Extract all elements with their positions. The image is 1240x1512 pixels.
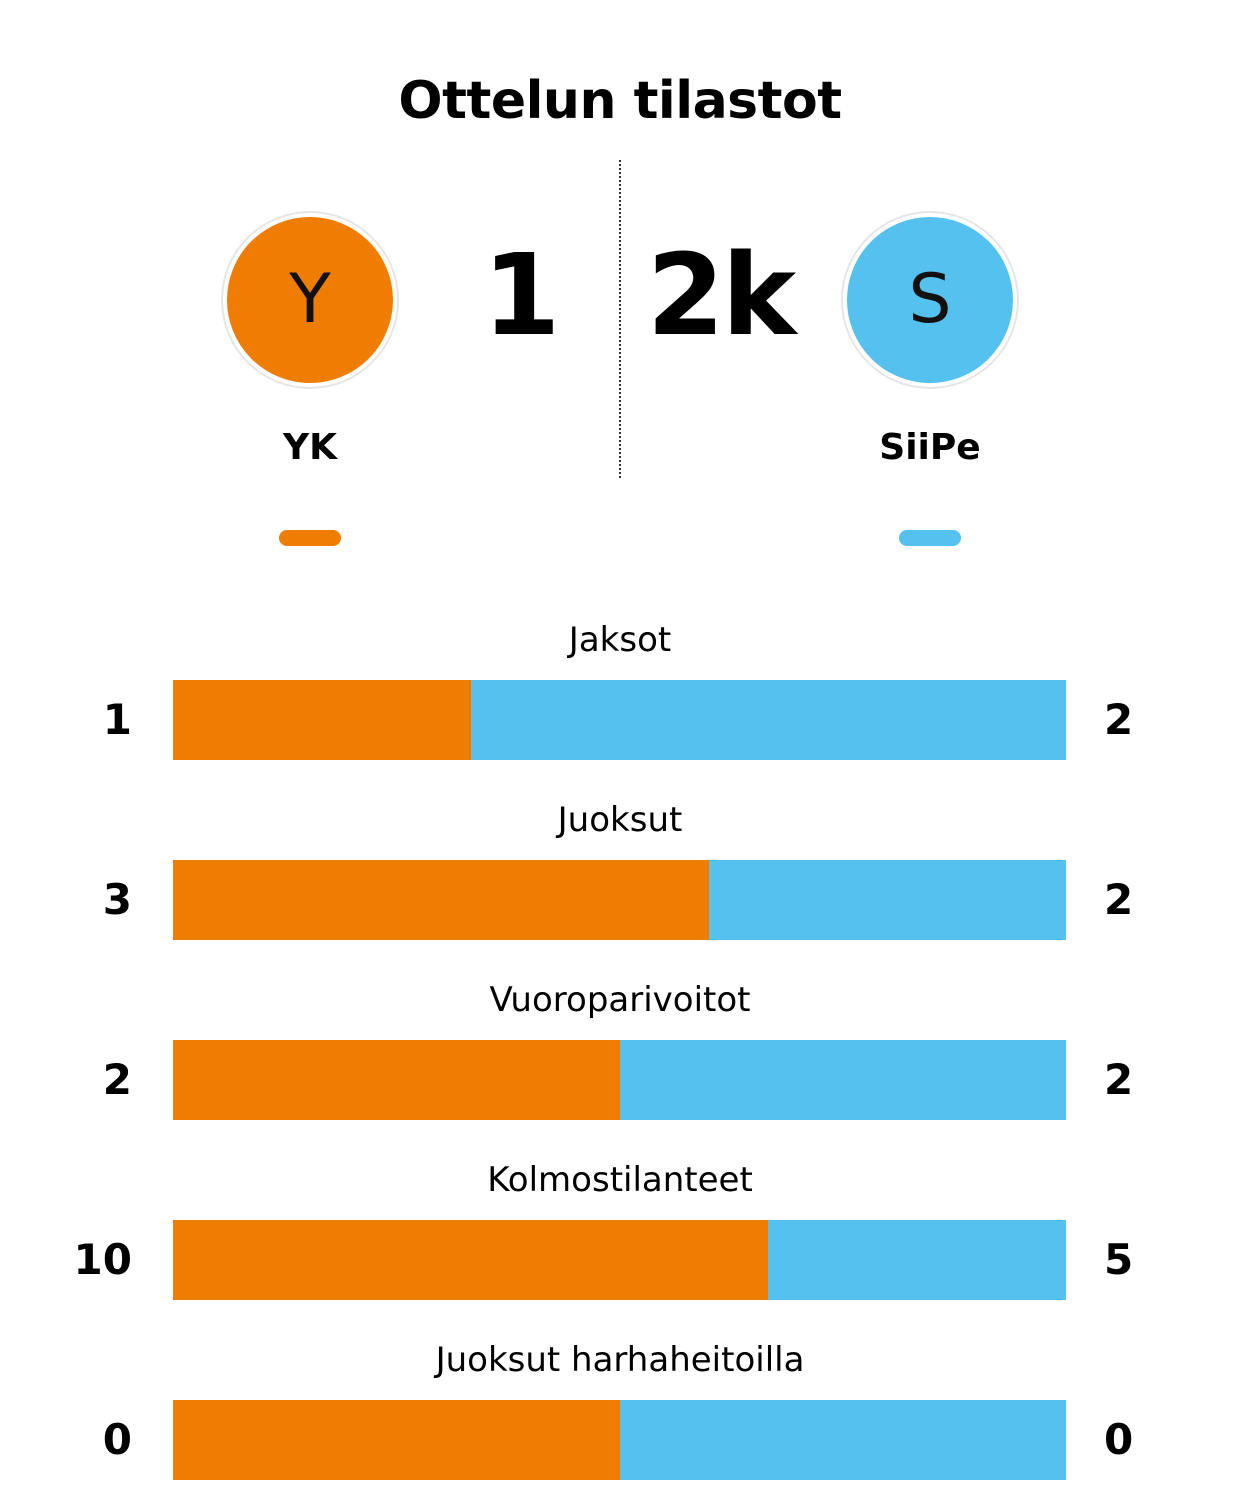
- stat-home-value: 1: [102, 695, 132, 744]
- stat-bar-home-segment: [173, 1400, 620, 1480]
- stat-bar-away-segment: [708, 860, 1066, 940]
- stat-bar-home-segment: [173, 680, 471, 760]
- away-logo-letter: S: [908, 260, 952, 339]
- away-team-logo: S: [843, 213, 1017, 387]
- stat-home-value: 3: [102, 875, 132, 924]
- stat-bar: [173, 1400, 1066, 1480]
- stat-bar-home-segment: [173, 1040, 620, 1120]
- home-team-logo: Y: [223, 213, 397, 387]
- page-title: Ottelun tilastot: [398, 71, 842, 131]
- home-logo-letter: Y: [289, 260, 331, 339]
- stat-bar-away-segment: [619, 1400, 1066, 1480]
- away-score: 2k: [646, 231, 796, 361]
- stat-row: Kolmostilanteet 10 5: [0, 1152, 1240, 1332]
- stat-away-value: 2: [1104, 1055, 1134, 1104]
- stat-bar: [173, 680, 1066, 760]
- stat-home-value: 10: [73, 1235, 132, 1284]
- stat-label: Kolmostilanteet: [487, 1160, 753, 1200]
- stat-away-value: 2: [1104, 695, 1134, 744]
- stat-bar-away-segment: [619, 1040, 1066, 1120]
- away-team-name: SiiPe: [879, 427, 981, 468]
- stat-bar-away-segment: [768, 1220, 1066, 1300]
- stat-home-value: 2: [102, 1055, 132, 1104]
- stat-bar-home-segment: [173, 1220, 769, 1300]
- stat-bar: [173, 1040, 1066, 1120]
- away-color-indicator: [899, 530, 961, 546]
- stat-bar-away-segment: [470, 680, 1066, 760]
- stat-bar-home-segment: [173, 860, 709, 940]
- stat-bar: [173, 1220, 1066, 1300]
- stat-row: Juoksut harhaheitoilla 0 0: [0, 1332, 1240, 1512]
- stat-row: Vuoroparivoitot 2 2: [0, 972, 1240, 1152]
- stat-home-value: 0: [102, 1415, 132, 1464]
- stat-row: Juoksut 3 2: [0, 792, 1240, 972]
- stat-row: Jaksot 1 2: [0, 612, 1240, 792]
- stat-label: Jaksot: [568, 620, 672, 660]
- stat-away-value: 2: [1104, 875, 1134, 924]
- home-score: 1: [482, 231, 561, 361]
- stats-list: Jaksot 1 2 Juoksut 3 2 Vuoroparivoitot 2…: [0, 612, 1240, 1512]
- center-divider: [619, 160, 621, 478]
- home-team-name: YK: [283, 427, 337, 468]
- stat-away-value: 0: [1104, 1415, 1134, 1464]
- stat-away-value: 5: [1104, 1235, 1134, 1284]
- stat-label: Vuoroparivoitot: [489, 980, 751, 1020]
- stat-bar: [173, 860, 1066, 940]
- home-color-indicator: [279, 530, 341, 546]
- stat-label: Juoksut harhaheitoilla: [435, 1340, 805, 1380]
- stat-label: Juoksut: [557, 800, 683, 840]
